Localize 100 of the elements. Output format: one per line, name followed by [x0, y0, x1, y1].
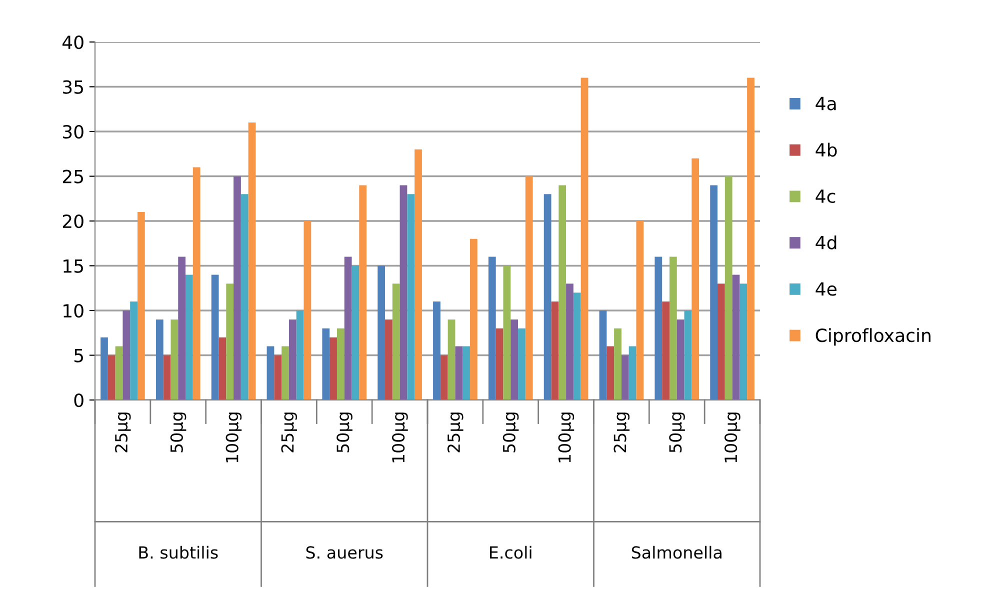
bar	[654, 256, 662, 400]
bar	[732, 274, 740, 400]
bar	[510, 319, 518, 400]
bar	[226, 284, 234, 400]
bar	[296, 310, 304, 400]
bar	[122, 310, 130, 400]
bar	[322, 328, 330, 400]
x-tick-label: 100µg	[724, 412, 740, 462]
bar	[566, 284, 574, 400]
bar	[503, 266, 511, 400]
bar	[718, 284, 725, 400]
x-tick-label: 25µg	[447, 412, 464, 452]
y-tick-label: 5	[74, 348, 84, 362]
bar	[170, 319, 178, 400]
bar	[724, 176, 732, 400]
bar	[344, 256, 352, 400]
bar	[274, 355, 282, 400]
y-tick-label: 15	[64, 259, 84, 273]
bar	[218, 337, 226, 400]
bar	[558, 185, 566, 400]
x-tick-label: 50µg	[336, 412, 352, 452]
bar	[178, 256, 186, 400]
bar	[163, 355, 171, 400]
bar	[130, 302, 138, 400]
bar	[518, 328, 526, 400]
bar	[433, 302, 440, 400]
bar	[662, 302, 670, 400]
x-tick-label: 50µg	[170, 412, 186, 452]
bar	[115, 346, 123, 400]
x-tick-label: 25µg	[114, 412, 131, 452]
x-tick-label: 50µg	[502, 412, 519, 452]
bar	[676, 319, 684, 400]
legend-label: 4e	[816, 282, 836, 296]
bar	[462, 346, 470, 400]
bar	[240, 194, 248, 400]
bar	[455, 346, 463, 400]
x-tick-label: 50µg	[669, 412, 685, 452]
y-tick-label: 30	[62, 124, 84, 139]
bar	[525, 176, 533, 400]
bar	[440, 355, 448, 400]
legend-label: Ciprofloxacin	[816, 328, 930, 346]
bar	[330, 337, 337, 400]
text: E.coli	[490, 546, 532, 559]
y-tick-label: 20	[62, 214, 84, 228]
bar	[385, 319, 392, 400]
legend-label: 4c	[816, 190, 836, 204]
y-tick-label: 10	[64, 304, 84, 318]
y-tick-label: 35	[62, 80, 84, 94]
bar	[248, 122, 256, 400]
bar	[211, 274, 219, 400]
bar	[684, 310, 692, 400]
text: B. subtilis	[139, 546, 218, 559]
legend-label: 4a	[816, 96, 836, 110]
x-tick-label: 25µg	[281, 412, 298, 452]
bar	[580, 78, 588, 400]
bar	[599, 310, 607, 400]
bar	[234, 176, 241, 400]
bar	[621, 355, 629, 400]
bar	[628, 346, 636, 400]
bar	[414, 149, 422, 400]
bar	[137, 212, 145, 400]
bar	[108, 355, 116, 400]
bar	[551, 302, 559, 400]
legend-label: 4b	[816, 142, 837, 157]
bar	[470, 238, 478, 400]
bar	[573, 292, 581, 400]
bar	[156, 319, 164, 400]
bar	[614, 328, 622, 400]
bar	[496, 328, 504, 400]
text: S. auerus	[306, 546, 383, 559]
bar	[692, 158, 700, 400]
y-tick-label: 25	[62, 170, 84, 184]
bar	[288, 319, 296, 400]
bar	[400, 185, 408, 400]
bar	[266, 346, 274, 400]
x-tick-label: 100µg	[392, 412, 408, 462]
bar	[747, 78, 754, 400]
bar	[304, 221, 312, 400]
bar	[544, 194, 552, 400]
text: Salmonella	[632, 546, 722, 559]
bar	[352, 266, 360, 400]
x-tick-label: 100µg	[226, 412, 242, 462]
y-tick-label: 0	[74, 393, 84, 408]
bar	[282, 346, 289, 400]
bar	[186, 274, 193, 400]
bar	[100, 337, 108, 400]
bar	[336, 328, 344, 400]
x-tick-label: 25µg	[614, 412, 630, 452]
bar	[740, 284, 748, 400]
bar	[636, 221, 644, 400]
bar	[378, 266, 386, 400]
bar	[407, 194, 415, 400]
bar	[359, 185, 367, 400]
bar	[192, 167, 200, 400]
bar	[448, 319, 456, 400]
legend-label: 4d	[816, 235, 836, 250]
bar	[392, 284, 400, 400]
y-tick-label: 40	[62, 35, 84, 50]
bar	[669, 256, 677, 400]
bar	[606, 346, 614, 400]
